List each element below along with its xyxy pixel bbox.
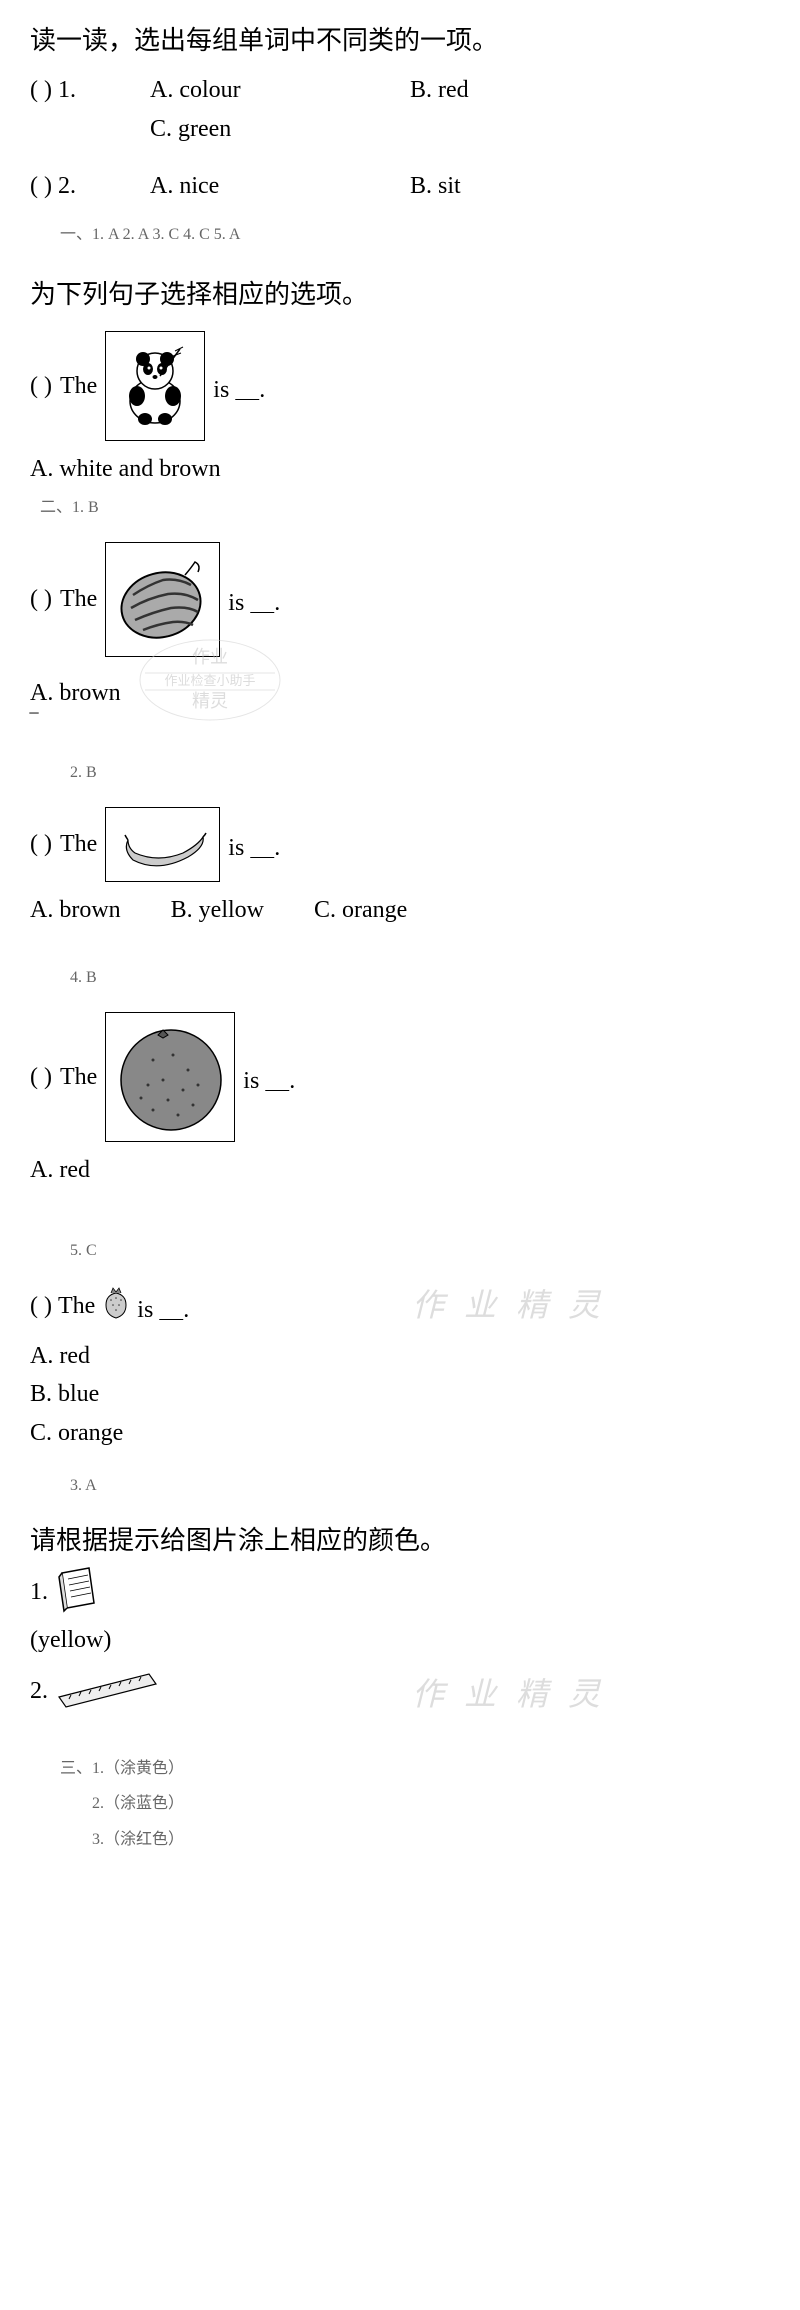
s2-q3-answer: 4. B [70, 969, 770, 987]
s3-n1-label: 1. [30, 1579, 48, 1605]
book-icon [54, 1565, 99, 1615]
s2-q5-b: B. blue [30, 1375, 770, 1413]
ruler-icon [54, 1669, 164, 1709]
q1-opt-c: C. green [30, 116, 770, 143]
q1-prefix: ( ) 1. [30, 77, 150, 104]
panda-icon [115, 341, 195, 431]
s3-answers: 三、1.（涂黄色） 2.（涂蓝色） 3.（涂红色） [60, 1751, 770, 1857]
is-blank: is ＿. [243, 1060, 295, 1095]
s3-ans-2: 2.（涂蓝色） [92, 1786, 770, 1821]
strawberry-image [101, 1285, 131, 1327]
s2-q3-a: A. brown [30, 897, 121, 924]
q1-opt-b: B. red [410, 77, 610, 104]
book-image [54, 1565, 99, 1622]
q2-row: ( ) 2. A. nice B. sit [30, 173, 770, 200]
the-text: The [60, 586, 97, 613]
the-text: The [60, 831, 97, 858]
s3-ans-3: 3.（涂红色） [92, 1822, 770, 1857]
cut-text: ﾠ ﾠ ﾠ [30, 1189, 770, 1207]
the-text: The [58, 1293, 95, 1320]
s3-n2-label: 2. [30, 1678, 48, 1704]
watermark-1: 作业精灵 [412, 1280, 620, 1326]
yellow-label: (yellow) [30, 1627, 770, 1654]
bracket: ( ) [30, 586, 52, 613]
section1-answers: 一、1. A 2. A 3. C 4. C 5. A [60, 220, 770, 244]
s2-q4-opt-a: A. red [30, 1157, 770, 1184]
s3-n1: 1. [30, 1565, 770, 1622]
the-text: The [60, 373, 97, 400]
s2-q1-sentence: ( ) The is ＿. [30, 331, 770, 441]
s3-ans-1: 三、1.（涂黄色） [60, 1751, 770, 1786]
s2-q5-sentence: ( ) The is ＿. 作业精灵 [30, 1285, 770, 1327]
q2-opt-a: A. nice [150, 173, 410, 200]
s2-q5-a: A. red [30, 1337, 770, 1375]
s2-q2-answer: 2. B [70, 764, 770, 782]
s2-q3-b: B. yellow [171, 897, 264, 924]
is-blank: is ＿. [213, 369, 265, 404]
s2-q2-opt-a: A. brown [30, 680, 121, 707]
bracket: ( ) [30, 831, 52, 858]
bracket: ( ) [30, 1064, 52, 1091]
is-blank: is ＿. [137, 1289, 189, 1324]
s2-q1-opt-a: A. white and brown [30, 456, 770, 483]
q1-opt-a: A. colour [150, 77, 410, 104]
bracket: ( ) [30, 373, 52, 400]
stamp-text1: 作业 [192, 647, 228, 667]
s2-q4-sentence: ( ) The is ＿. [30, 1012, 770, 1142]
is-blank: is ＿. [228, 582, 280, 617]
strawberry-icon [101, 1285, 131, 1320]
s2-q1-answer: 二、1. B [40, 493, 770, 517]
q2-prefix: ( ) 2. [30, 173, 150, 200]
panda-image [105, 331, 205, 441]
s2-q3-options: A. brown B. yellow C. orange [30, 897, 770, 924]
q1-row: ( ) 1. A. colour B. red [30, 77, 770, 104]
s2-q4-answer: 5. C [70, 1242, 770, 1260]
s2-q5-options: A. red B. blue C. orange [30, 1337, 770, 1452]
s2-q5-answer: 3. A [70, 1477, 770, 1495]
watermark-2: 作业精灵 [412, 1669, 620, 1715]
s2-q3-sentence: ( ) The is ＿. [30, 807, 770, 882]
the-text: The [60, 1064, 97, 1091]
stamp-text3: 精灵 [192, 691, 228, 711]
section2-title: 为下列句子选择相应的选项。 [30, 274, 770, 311]
s2-q3-c: C. orange [314, 897, 407, 924]
section3-title: 请根据提示给图片涂上相应的颜色。 [30, 1520, 770, 1557]
section1-title: 读一读，选出每组单词中不同类的一项。 [30, 20, 770, 57]
ruler-image [54, 1669, 164, 1716]
orange-image [105, 1012, 235, 1142]
is-blank: is ＿. [228, 827, 280, 862]
stamp-text2: 作业检查小助手 [164, 673, 255, 688]
bracket: ( ) [30, 1293, 52, 1320]
s3-n2: 2. 作业精灵 [30, 1669, 770, 1716]
banana-icon [113, 815, 213, 875]
s2-q5-c: C. orange [30, 1414, 770, 1452]
stamp-icon: 作业 作业检查小助手 精灵 [130, 635, 290, 725]
orange-icon [113, 1020, 228, 1135]
banana-image [105, 807, 220, 882]
q2-opt-b: B. sit [410, 173, 610, 200]
